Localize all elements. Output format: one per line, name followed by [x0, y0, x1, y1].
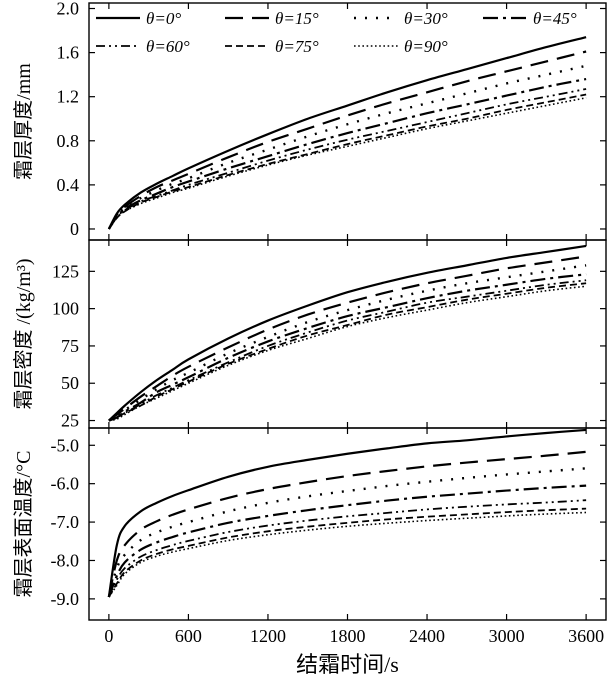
- series-line-theta-0: [108, 244, 587, 422]
- series-line-theta-4: [108, 88, 587, 230]
- x-axis-label: 结霜时间/s: [296, 652, 399, 677]
- series-line-theta-6: [108, 285, 587, 422]
- x-tick-label: 0: [104, 626, 113, 646]
- y-tick-label: -6.0: [51, 474, 80, 494]
- y-tick-label: 1.6: [57, 43, 80, 63]
- series-line-theta-0: [107, 428, 587, 598]
- legend-label-6: θ=90°: [404, 37, 448, 56]
- y-tick-label: 2.0: [57, 0, 80, 19]
- y-tick-label: 0: [70, 219, 79, 239]
- series-line-theta-2: [107, 64, 587, 230]
- series-line-theta-3: [108, 273, 587, 422]
- y-tick-label: -7.0: [51, 512, 80, 532]
- x-tick-label: 3000: [489, 626, 525, 646]
- y-tick-label: 125: [52, 261, 79, 281]
- series-line-theta-1: [107, 50, 587, 230]
- series-line-theta-6: [108, 97, 587, 230]
- y-tick-label: -9.0: [51, 589, 80, 609]
- y-tick-label: 0.8: [57, 131, 80, 151]
- series-line-theta-5: [108, 507, 587, 598]
- x-tick-label: 3600: [568, 626, 604, 646]
- chart-panel-1: 0 0.4 0.8 1.2 1.6 2.0 霜层厚度/mm: [12, 0, 607, 241]
- x-tick-label: 1200: [250, 626, 286, 646]
- legend: θ=0° θ=15° θ=30° θ=45° θ=60° θ=75° θ=90°: [96, 9, 577, 56]
- y-tick-label: -5.0: [51, 435, 80, 455]
- series-line-theta-5: [108, 282, 587, 422]
- series-line-theta-5: [108, 93, 587, 230]
- x-tick-label: 1800: [330, 626, 366, 646]
- series-line-theta-0: [107, 36, 587, 230]
- y-axis-label: 霜层厚度/mm: [12, 63, 35, 180]
- series-line-theta-2: [107, 467, 587, 598]
- y-tick-label: 75: [61, 336, 79, 356]
- legend-label-2: θ=30°: [404, 9, 448, 28]
- y-axis-label: 霜层表面温度/°C: [12, 451, 35, 598]
- y-tick-label: 25: [61, 411, 79, 431]
- series-line-theta-4: [108, 499, 587, 598]
- legend-label-5: θ=75°: [275, 37, 319, 56]
- series-line-theta-1: [107, 450, 587, 598]
- y-axis-label: 霜层密度 /(kg/m³): [12, 259, 35, 410]
- legend-label-1: θ=15°: [275, 9, 319, 28]
- series-line-theta-3: [107, 484, 587, 598]
- x-tick-label: 600: [175, 626, 202, 646]
- chart-panel-3: -9.0 -8.0 -7.0 -6.0 -5.0 霜层表面温度/°C: [12, 427, 607, 621]
- legend-label-0: θ=0°: [146, 9, 181, 28]
- series-line-theta-1: [108, 255, 587, 422]
- y-tick-label: 100: [52, 299, 79, 319]
- plot-frame: [88, 239, 607, 429]
- legend-label-3: θ=45°: [533, 9, 577, 28]
- y-tick-label: -8.0: [51, 550, 80, 570]
- chart-panel-2: 25 50 75 100 125 霜层密度 /(kg/m³): [12, 239, 607, 431]
- y-tick-label: 0.4: [57, 175, 80, 195]
- y-tick-label: 50: [61, 373, 79, 393]
- x-tick-label: 2400: [409, 626, 445, 646]
- series-line-theta-4: [108, 279, 587, 422]
- series-line-theta-3: [107, 77, 587, 230]
- y-tick-label: 1.2: [57, 87, 80, 107]
- legend-label-4: θ=60°: [146, 37, 190, 56]
